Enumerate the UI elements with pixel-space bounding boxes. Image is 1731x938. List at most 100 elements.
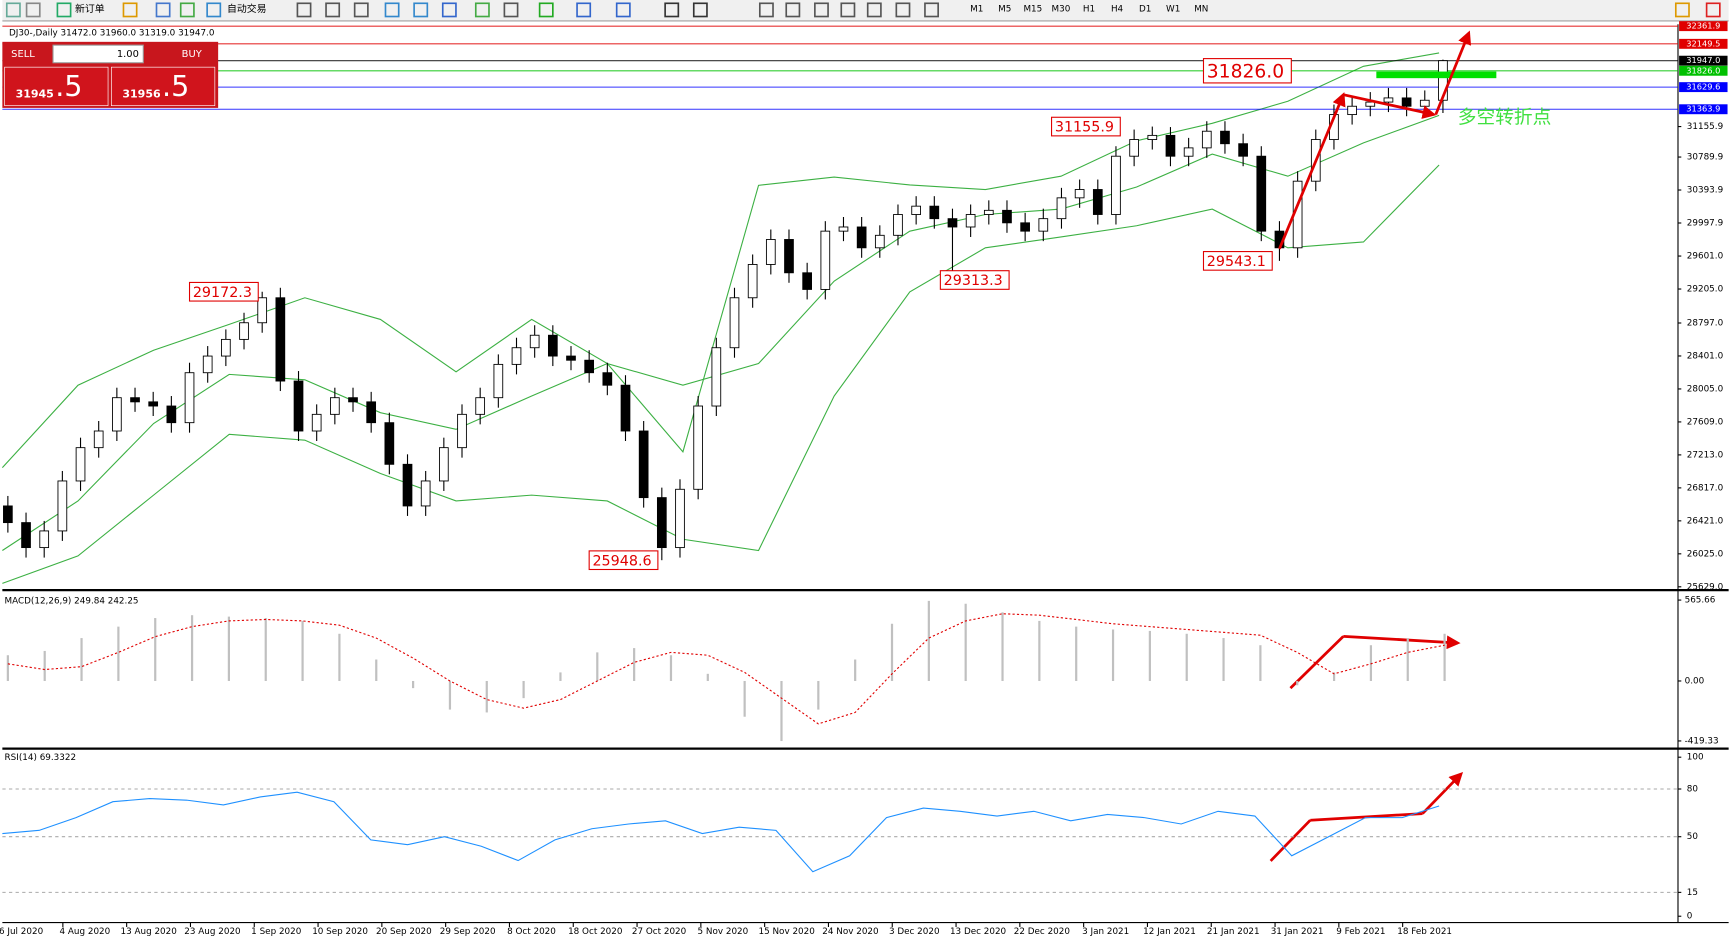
y-tick-label: 27609.0 xyxy=(1687,417,1724,427)
candle-body xyxy=(3,505,13,524)
candle-body xyxy=(874,234,885,249)
candle-body xyxy=(1165,134,1176,157)
toolbar-icon[interactable] xyxy=(758,2,774,18)
macd-bar xyxy=(485,680,488,713)
x-tick-label: 13 Dec 2020 xyxy=(950,927,1007,937)
x-tick-label: 18 Feb 2021 xyxy=(1397,927,1452,937)
toolbar-icon[interactable] xyxy=(353,2,369,18)
toolbar-icon[interactable] xyxy=(413,2,429,18)
annotation-label: 29313.3 xyxy=(944,273,1003,289)
annotation-box xyxy=(1051,116,1121,137)
toolbar-icon[interactable] xyxy=(325,2,341,18)
toolbar-icon[interactable] xyxy=(25,2,41,18)
toolbar-icon[interactable] xyxy=(5,2,21,18)
annotation-label: 29172.3 xyxy=(193,285,252,301)
toolbar-icon[interactable] xyxy=(56,2,72,18)
arrow xyxy=(1289,635,1345,690)
macd-bar xyxy=(780,680,783,742)
x-tick-label: 22 Dec 2020 xyxy=(1014,927,1071,937)
candle-body xyxy=(802,272,812,290)
macd-bar xyxy=(1001,612,1004,681)
toolbar-icon[interactable] xyxy=(840,2,856,18)
toolbar-icon[interactable] xyxy=(924,2,939,18)
candle-body xyxy=(384,422,395,465)
candle-body xyxy=(511,347,522,365)
x-tick-label: 29 Sep 2020 xyxy=(440,927,496,937)
toolbar-icon[interactable] xyxy=(664,2,680,18)
toolbar-icon[interactable] xyxy=(785,2,801,18)
y-tick-label: 100 xyxy=(1687,753,1704,763)
y-tick-label: 26025.0 xyxy=(1687,549,1724,559)
timeframe-button[interactable]: M1 xyxy=(970,4,983,14)
x-tick-label: 3 Dec 2020 xyxy=(889,927,940,937)
timeframe-button[interactable]: M15 xyxy=(1023,4,1042,14)
macd-bar xyxy=(1148,630,1151,681)
candle-body xyxy=(202,355,213,374)
macd-bar xyxy=(80,638,83,681)
macd-bar xyxy=(264,618,267,681)
arrow xyxy=(1310,812,1423,822)
candle-body xyxy=(947,218,958,228)
toolbar-icon[interactable] xyxy=(1705,2,1721,18)
toolbar-icon[interactable] xyxy=(122,2,138,18)
timeframe-button[interactable]: M30 xyxy=(1052,4,1071,14)
candle-body xyxy=(348,397,358,403)
toolbar-icon[interactable] xyxy=(866,2,882,18)
toolbar-icon[interactable] xyxy=(384,2,400,18)
arrow xyxy=(1421,771,1464,815)
candle-body xyxy=(729,297,740,349)
candle-body xyxy=(475,397,486,415)
ask-box[interactable] xyxy=(111,66,216,107)
date-axis: 6 Jul 2020 4 Aug 2020 13 Aug 2020 23 Aug 20… xyxy=(0,922,1452,937)
toolbar-icon[interactable] xyxy=(814,2,829,18)
bollinger-band xyxy=(2,114,1440,551)
price-line-label: 31363.9 xyxy=(1686,104,1720,114)
toolbar-icon[interactable] xyxy=(441,2,457,18)
toolbar-icon[interactable] xyxy=(615,2,631,18)
candle-body xyxy=(184,372,195,424)
timeframe-button[interactable]: M5 xyxy=(998,4,1011,14)
indicator-title: RSI(14) 69.3322 xyxy=(5,753,77,763)
toolbar-icon[interactable] xyxy=(179,2,195,18)
candle-body xyxy=(1220,130,1230,145)
timeframe-button[interactable]: MN xyxy=(1194,4,1208,14)
y-tick-label: 30393.9 xyxy=(1687,186,1723,196)
arrows xyxy=(1269,30,1472,862)
y-tick-label: 28797.0 xyxy=(1687,318,1724,328)
x-tick-label: 3 Jan 2021 xyxy=(1082,927,1129,937)
candle-body xyxy=(1256,155,1267,232)
auto-trading-button[interactable]: 自动交易 xyxy=(227,2,267,15)
toolbar-icon[interactable] xyxy=(1674,2,1690,18)
candle-body xyxy=(983,209,994,215)
candle-body xyxy=(820,230,831,290)
bid-box[interactable] xyxy=(4,66,109,107)
buy-button[interactable]: BUY xyxy=(182,49,203,60)
toolbar-icon[interactable] xyxy=(474,2,490,18)
bid-frac: .5 xyxy=(55,69,82,103)
toolbar-icon[interactable] xyxy=(155,2,171,18)
toolbar-icon[interactable] xyxy=(692,2,708,18)
toolbar-icon[interactable] xyxy=(576,2,592,18)
timeframe-button[interactable]: H1 xyxy=(1083,4,1095,14)
new-order-button[interactable]: 新订单 xyxy=(75,2,105,15)
arrow xyxy=(1269,819,1312,862)
timeframe-button[interactable]: D1 xyxy=(1139,4,1151,14)
timeframe-button[interactable]: W1 xyxy=(1166,4,1180,14)
sell-button[interactable]: SELL xyxy=(11,49,35,60)
y-tick-label: 0.00 xyxy=(1685,676,1705,686)
candle-body xyxy=(656,497,667,549)
toolbar-icon[interactable] xyxy=(895,2,911,18)
timeframe-button[interactable]: H4 xyxy=(1111,4,1124,14)
candle-body xyxy=(1038,218,1049,232)
price-line-tag xyxy=(1679,82,1728,93)
y-tick-label: 50 xyxy=(1687,832,1699,842)
candle-body xyxy=(21,522,31,549)
chart-header: DJ30-,Daily 31472.0 31960.0 31319.0 3194… xyxy=(9,29,215,39)
toolbar-icon[interactable] xyxy=(206,2,222,18)
macd-panel: 565.66 0.00 -419.33 MACD(12,26,9) 249.84 24… xyxy=(5,596,1719,747)
toolbar-icon[interactable] xyxy=(503,2,519,18)
toolbar-icon[interactable] xyxy=(296,2,312,18)
toolbar-icon[interactable] xyxy=(538,2,554,18)
macd-bar xyxy=(964,603,967,681)
lot-input[interactable] xyxy=(52,44,144,64)
